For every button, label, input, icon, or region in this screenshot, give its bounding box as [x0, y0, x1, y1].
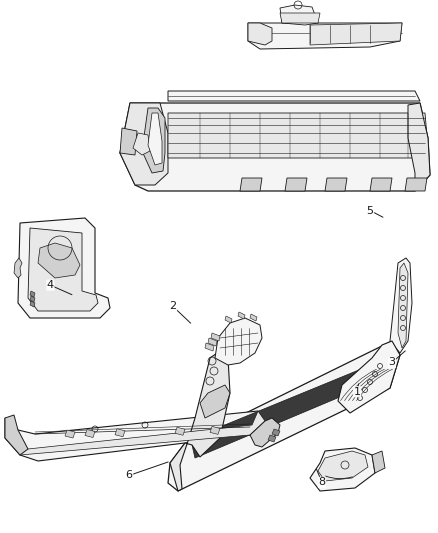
- Polygon shape: [210, 426, 220, 434]
- Polygon shape: [30, 291, 35, 297]
- Polygon shape: [248, 23, 402, 49]
- Polygon shape: [310, 23, 402, 45]
- Polygon shape: [14, 258, 22, 278]
- Polygon shape: [390, 258, 412, 353]
- Polygon shape: [310, 448, 375, 491]
- Text: 2: 2: [170, 302, 177, 311]
- Polygon shape: [225, 316, 232, 323]
- Polygon shape: [170, 351, 230, 491]
- Polygon shape: [205, 343, 214, 351]
- Polygon shape: [338, 341, 400, 413]
- Text: 1: 1: [353, 387, 360, 397]
- Text: 8: 8: [318, 478, 325, 487]
- Polygon shape: [142, 108, 165, 173]
- Polygon shape: [115, 429, 125, 437]
- Polygon shape: [30, 296, 35, 302]
- Polygon shape: [120, 103, 430, 191]
- Polygon shape: [398, 263, 408, 348]
- Polygon shape: [120, 103, 168, 185]
- Polygon shape: [250, 314, 257, 321]
- Polygon shape: [250, 418, 280, 447]
- Polygon shape: [272, 429, 280, 436]
- Polygon shape: [208, 338, 217, 346]
- Polygon shape: [200, 385, 230, 418]
- Text: 6: 6: [126, 471, 133, 480]
- Polygon shape: [268, 435, 276, 442]
- Polygon shape: [28, 228, 98, 311]
- Polygon shape: [5, 415, 28, 455]
- Polygon shape: [211, 333, 220, 341]
- Polygon shape: [238, 312, 245, 319]
- Polygon shape: [168, 341, 400, 491]
- Polygon shape: [405, 178, 427, 191]
- Polygon shape: [285, 178, 307, 191]
- Text: 5: 5: [367, 206, 374, 215]
- Polygon shape: [133, 133, 150, 155]
- Polygon shape: [325, 178, 347, 191]
- Polygon shape: [408, 103, 430, 191]
- Polygon shape: [240, 178, 262, 191]
- Text: 3: 3: [389, 358, 396, 367]
- Polygon shape: [148, 113, 162, 165]
- Polygon shape: [215, 318, 262, 365]
- Polygon shape: [318, 451, 368, 481]
- Polygon shape: [5, 411, 265, 461]
- Polygon shape: [65, 430, 75, 438]
- Polygon shape: [85, 430, 95, 438]
- Polygon shape: [168, 113, 428, 158]
- Polygon shape: [120, 128, 137, 155]
- Polygon shape: [38, 243, 80, 278]
- Polygon shape: [30, 301, 35, 307]
- Polygon shape: [280, 13, 320, 23]
- Polygon shape: [372, 451, 385, 473]
- Polygon shape: [248, 23, 272, 45]
- Polygon shape: [192, 358, 390, 458]
- Polygon shape: [15, 411, 265, 455]
- Text: 4: 4: [47, 280, 54, 290]
- Polygon shape: [168, 91, 420, 101]
- Polygon shape: [18, 218, 110, 318]
- Polygon shape: [280, 5, 318, 25]
- Polygon shape: [370, 178, 392, 191]
- Polygon shape: [175, 427, 185, 435]
